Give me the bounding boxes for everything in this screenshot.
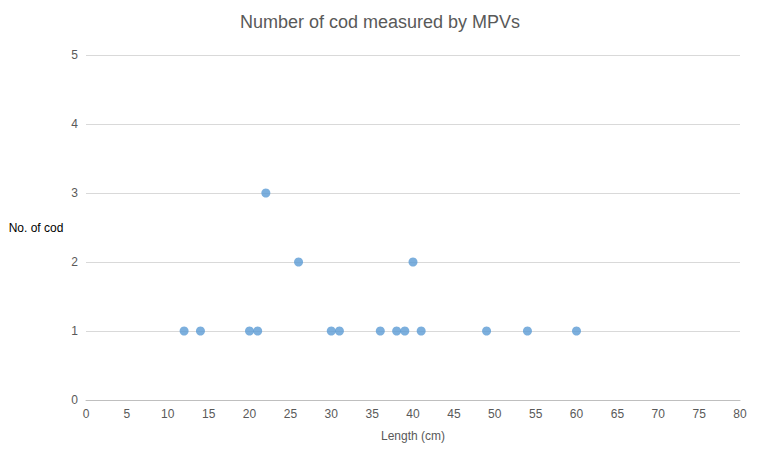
- svg-text:65: 65: [611, 407, 625, 421]
- svg-text:2: 2: [71, 255, 78, 269]
- svg-text:Length (cm): Length (cm): [381, 429, 445, 443]
- svg-text:No. of cod: No. of cod: [9, 221, 64, 235]
- svg-text:75: 75: [692, 407, 706, 421]
- svg-text:55: 55: [529, 407, 543, 421]
- svg-text:80: 80: [733, 407, 747, 421]
- svg-text:4: 4: [71, 117, 78, 131]
- svg-text:45: 45: [447, 407, 461, 421]
- svg-text:35: 35: [365, 407, 379, 421]
- svg-text:70: 70: [652, 407, 666, 421]
- svg-text:15: 15: [202, 407, 216, 421]
- svg-text:60: 60: [570, 407, 584, 421]
- svg-text:0: 0: [83, 407, 90, 421]
- svg-text:40: 40: [406, 407, 420, 421]
- svg-text:Number of cod measured by MPVs: Number of cod measured by MPVs: [240, 12, 520, 32]
- svg-text:5: 5: [124, 407, 131, 421]
- svg-text:0: 0: [71, 393, 78, 407]
- svg-text:50: 50: [488, 407, 502, 421]
- svg-text:3: 3: [71, 186, 78, 200]
- svg-text:25: 25: [284, 407, 298, 421]
- svg-text:20: 20: [243, 407, 257, 421]
- svg-text:5: 5: [71, 48, 78, 62]
- svg-text:1: 1: [71, 324, 78, 338]
- svg-text:30: 30: [325, 407, 339, 421]
- svg-text:10: 10: [161, 407, 175, 421]
